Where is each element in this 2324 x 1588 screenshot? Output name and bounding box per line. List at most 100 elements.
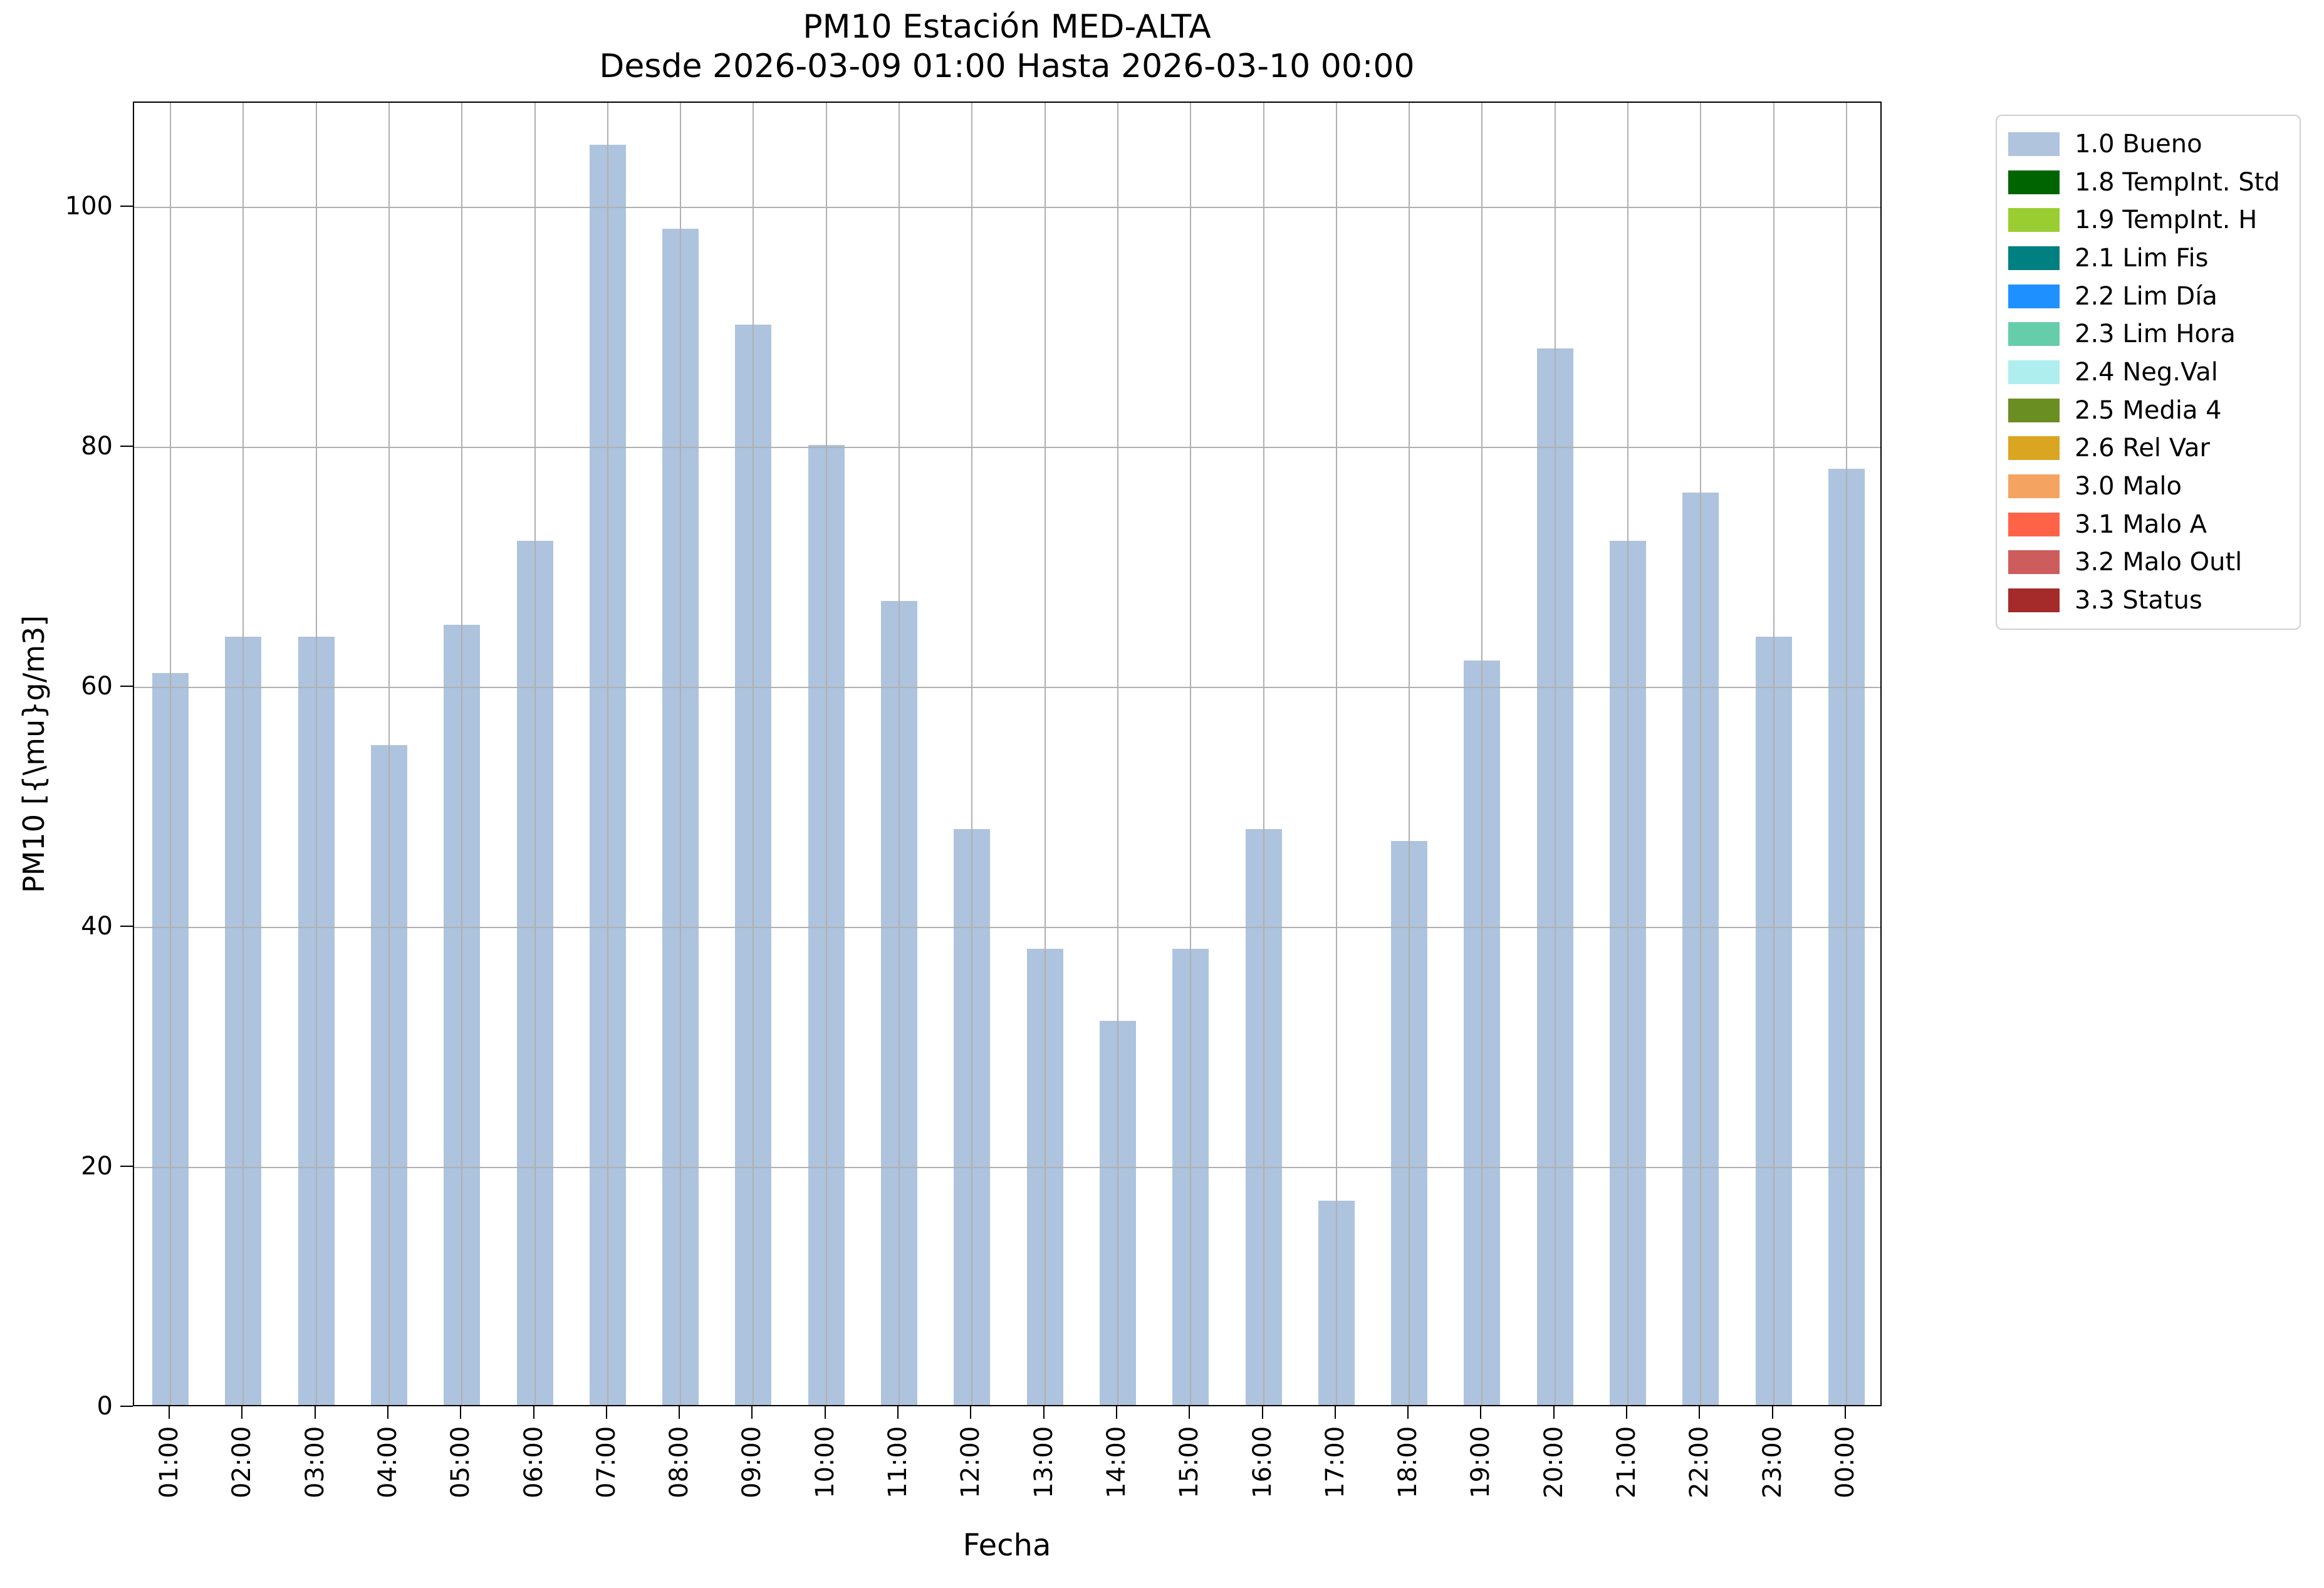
- h-gridline: [134, 206, 1880, 208]
- x-tick-mark: [970, 1406, 972, 1419]
- x-tick-mark: [169, 1406, 170, 1419]
- y-tick-mark: [120, 1165, 133, 1167]
- x-tick-mark: [533, 1406, 534, 1419]
- legend-label: 2.6 Rel Var: [2075, 434, 2210, 463]
- y-tick-label: 0: [96, 1392, 113, 1421]
- x-tick-label: 08:00: [665, 1426, 694, 1499]
- x-tick-mark: [460, 1406, 462, 1419]
- v-gridline: [388, 103, 390, 1405]
- chart-title: PM10 Estación MED-ALTA: [803, 8, 1211, 46]
- x-tick-label: 23:00: [1758, 1426, 1787, 1499]
- legend: 1.0 Bueno 1.8 TempInt. Std 1.9 TempInt. H 2…: [1996, 115, 2301, 630]
- x-tick-mark: [1189, 1406, 1191, 1419]
- x-tick-label: 09:00: [737, 1426, 767, 1499]
- v-gridline: [1481, 103, 1483, 1405]
- legend-item: 2.2 Lim Día: [2008, 278, 2300, 315]
- legend-label: 1.9 TempInt. H: [2075, 206, 2258, 235]
- x-tick-mark: [751, 1406, 753, 1419]
- legend-label: 2.3 Lim Hora: [2075, 320, 2236, 349]
- y-tick-label: 40: [81, 911, 113, 941]
- legend-item: 1.8 TempInt. Std: [2008, 164, 2300, 201]
- legend-label: 2.5 Media 4: [2075, 395, 2222, 425]
- x-tick-mark: [1553, 1406, 1555, 1419]
- y-tick-mark: [120, 1406, 133, 1407]
- x-tick-label: 03:00: [300, 1426, 330, 1499]
- x-tick-mark: [1261, 1406, 1263, 1419]
- x-tick-label: 19:00: [1466, 1426, 1496, 1499]
- legend-swatch: [2008, 170, 2060, 194]
- v-gridline: [242, 103, 244, 1405]
- legend-label: 3.0 Malo: [2075, 471, 2182, 501]
- legend-swatch: [2008, 322, 2060, 347]
- x-tick-label: 20:00: [1539, 1426, 1568, 1499]
- x-tick-label: 10:00: [810, 1426, 840, 1499]
- x-tick-label: 06:00: [519, 1426, 548, 1499]
- v-gridline: [1117, 103, 1118, 1405]
- v-gridline: [680, 103, 682, 1405]
- legend-item: 3.2 Malo Outl: [2008, 544, 2300, 580]
- x-tick-mark: [1115, 1406, 1117, 1419]
- legend-item: 1.0 Bueno: [2008, 126, 2300, 162]
- x-axis-label: Fecha: [962, 1528, 1051, 1563]
- x-tick-mark: [897, 1406, 899, 1419]
- y-tick-mark: [120, 925, 133, 927]
- y-tick-mark: [120, 445, 133, 447]
- y-tick-label: 60: [81, 671, 113, 701]
- h-gridline: [134, 446, 1880, 448]
- x-tick-mark: [1844, 1406, 1846, 1419]
- x-tick-label: 16:00: [1248, 1426, 1277, 1499]
- x-tick-mark: [824, 1406, 826, 1419]
- v-gridline: [1845, 103, 1847, 1405]
- v-gridline: [1627, 103, 1628, 1405]
- x-tick-label: 14:00: [1102, 1426, 1131, 1499]
- legend-item: 2.5 Media 4: [2008, 392, 2300, 429]
- chart-subtitle: Desde 2026-03-09 01:00 Hasta 2026-03-10 …: [599, 48, 1415, 85]
- v-gridline: [1700, 103, 1702, 1405]
- x-tick-mark: [314, 1406, 316, 1419]
- y-tick-label: 80: [81, 431, 113, 461]
- x-tick-label: 04:00: [373, 1426, 403, 1499]
- legend-label: 1.8 TempInt. Std: [2075, 167, 2280, 197]
- x-tick-mark: [1771, 1406, 1773, 1419]
- x-tick-label: 12:00: [956, 1426, 986, 1499]
- chart-title-block: PM10 Estación MED-ALTA Desde 2026-03-09 …: [380, 8, 1634, 86]
- legend-item: 2.4 Neg.Val: [2008, 354, 2300, 390]
- x-tick-label: 11:00: [883, 1426, 913, 1499]
- x-tick-label: 01:00: [155, 1426, 184, 1499]
- plot-area: [133, 102, 1882, 1406]
- v-gridline: [1044, 103, 1046, 1405]
- x-tick-mark: [605, 1406, 607, 1419]
- y-tick-label: 20: [81, 1151, 113, 1181]
- legend-label: 3.2 Malo Outl: [2075, 548, 2243, 577]
- legend-swatch: [2008, 588, 2060, 612]
- legend-item: 2.3 Lim Hora: [2008, 316, 2300, 352]
- legend-label: 3.1 Malo A: [2075, 509, 2207, 539]
- x-tick-label: 07:00: [591, 1426, 621, 1499]
- legend-item: 1.9 TempInt. H: [2008, 202, 2300, 238]
- x-tick-label: 15:00: [1175, 1426, 1204, 1499]
- x-tick-mark: [1407, 1406, 1409, 1419]
- legend-swatch: [2008, 474, 2060, 498]
- v-gridline: [170, 103, 172, 1405]
- x-tick-mark: [387, 1406, 389, 1419]
- legend-swatch: [2008, 246, 2060, 270]
- v-gridline: [534, 103, 536, 1405]
- x-tick-label: 13:00: [1029, 1426, 1058, 1499]
- h-gridline: [134, 686, 1880, 688]
- x-tick-mark: [1334, 1406, 1336, 1419]
- legend-swatch: [2008, 284, 2060, 308]
- x-tick-label: 05:00: [446, 1426, 476, 1499]
- x-tick-mark: [1625, 1406, 1627, 1419]
- v-gridline: [461, 103, 463, 1405]
- y-tick-mark: [120, 685, 133, 687]
- x-tick-mark: [1699, 1406, 1701, 1419]
- x-tick-label: 18:00: [1394, 1426, 1423, 1499]
- x-tick-label: 00:00: [1830, 1426, 1860, 1499]
- legend-item: 3.0 Malo: [2008, 468, 2300, 504]
- legend-label: 3.3 Status: [2075, 585, 2202, 615]
- v-gridline: [1409, 103, 1410, 1405]
- v-gridline: [607, 103, 608, 1405]
- x-tick-mark: [679, 1406, 680, 1419]
- v-gridline: [825, 103, 827, 1405]
